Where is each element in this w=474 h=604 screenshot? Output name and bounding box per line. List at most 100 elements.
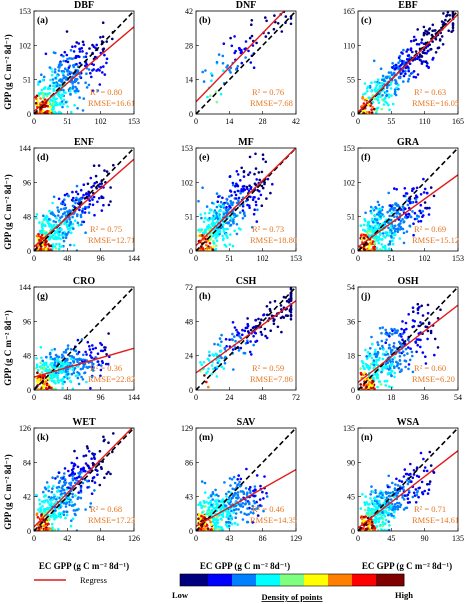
data-point	[231, 338, 234, 342]
plot-frame	[195, 147, 297, 252]
r-squared-label: R² = 0.71	[414, 504, 446, 514]
data-point	[36, 244, 40, 247]
colorbar-step	[388, 574, 393, 586]
data-point	[217, 209, 221, 213]
data-point	[75, 190, 78, 194]
data-point	[219, 200, 223, 204]
y-axis-label-row-2: GPP (g C m⁻² 8d⁻¹)	[3, 174, 13, 249]
data-point	[290, 2, 293, 5]
data-point	[272, 322, 276, 326]
colorbar-step	[276, 574, 281, 586]
data-point	[71, 368, 74, 372]
data-point	[49, 355, 53, 359]
x-tick-label: 144	[128, 393, 140, 402]
data-point	[362, 223, 366, 227]
data-point	[408, 74, 411, 77]
data-point	[50, 348, 54, 352]
data-point	[72, 196, 75, 200]
data-point	[66, 373, 69, 376]
data-point	[428, 206, 431, 210]
data-point	[208, 350, 211, 354]
data-point	[384, 91, 388, 95]
data-point	[37, 378, 41, 381]
data-point	[81, 109, 85, 112]
data-point	[227, 207, 231, 211]
data-point	[235, 232, 239, 236]
data-point	[284, 314, 288, 317]
x-tick-label: 0	[32, 117, 36, 126]
data-point	[424, 60, 428, 64]
y-tick-label: 42	[23, 493, 31, 502]
data-point	[67, 224, 71, 227]
data-point	[260, 204, 264, 207]
data-point	[203, 212, 207, 215]
data-point	[35, 493, 38, 497]
data-point	[63, 492, 66, 495]
data-point	[383, 79, 386, 82]
data-point	[366, 90, 369, 93]
data-point	[208, 241, 212, 245]
data-point	[78, 61, 82, 65]
data-point	[451, 11, 455, 14]
data-point	[215, 221, 219, 224]
data-point	[265, 495, 269, 498]
data-point	[390, 211, 394, 215]
data-point	[362, 236, 366, 240]
regression-line	[196, 11, 286, 103]
data-point	[231, 487, 234, 491]
data-point	[416, 307, 420, 310]
data-point	[69, 226, 72, 230]
data-point	[273, 299, 277, 303]
data-point	[378, 356, 381, 360]
data-point	[404, 347, 408, 351]
data-point	[77, 81, 80, 85]
data-point	[362, 93, 365, 96]
data-point	[211, 353, 214, 356]
data-point	[52, 87, 55, 91]
data-point	[56, 206, 59, 209]
data-point	[107, 441, 110, 445]
data-point	[36, 368, 40, 372]
data-point	[359, 224, 363, 227]
data-point	[53, 70, 57, 74]
data-point	[53, 68, 57, 71]
data-point	[385, 233, 389, 236]
data-point	[68, 503, 71, 507]
data-point	[39, 97, 42, 100]
data-point	[73, 367, 77, 370]
panel-tag: (e)	[199, 152, 210, 163]
data-point	[429, 186, 433, 189]
data-point	[222, 223, 225, 227]
data-point	[245, 513, 249, 516]
data-point	[407, 313, 411, 316]
data-point	[84, 231, 87, 234]
data-point	[43, 223, 46, 227]
data-point	[66, 105, 69, 108]
data-point	[404, 321, 408, 325]
data-point	[359, 234, 363, 237]
data-point	[211, 248, 215, 251]
data-point	[419, 211, 423, 215]
data-point	[62, 362, 65, 366]
data-point	[262, 509, 265, 513]
data-point	[232, 222, 235, 225]
data-point	[94, 174, 98, 178]
data-point	[364, 495, 367, 498]
data-point	[402, 488, 405, 491]
data-point	[378, 92, 381, 96]
data-point	[254, 183, 258, 186]
data-point	[67, 66, 71, 69]
data-point	[407, 473, 411, 477]
data-point	[49, 109, 52, 113]
data-point	[393, 507, 397, 511]
data-point	[390, 234, 393, 238]
data-point	[53, 347, 56, 351]
colorbar-gradient	[180, 574, 405, 586]
data-point	[218, 215, 221, 219]
data-point	[39, 231, 42, 235]
data-point	[216, 343, 220, 346]
data-point	[370, 526, 374, 530]
y-tick-label: 0	[27, 527, 31, 536]
data-point	[391, 204, 394, 207]
data-point	[280, 30, 284, 33]
